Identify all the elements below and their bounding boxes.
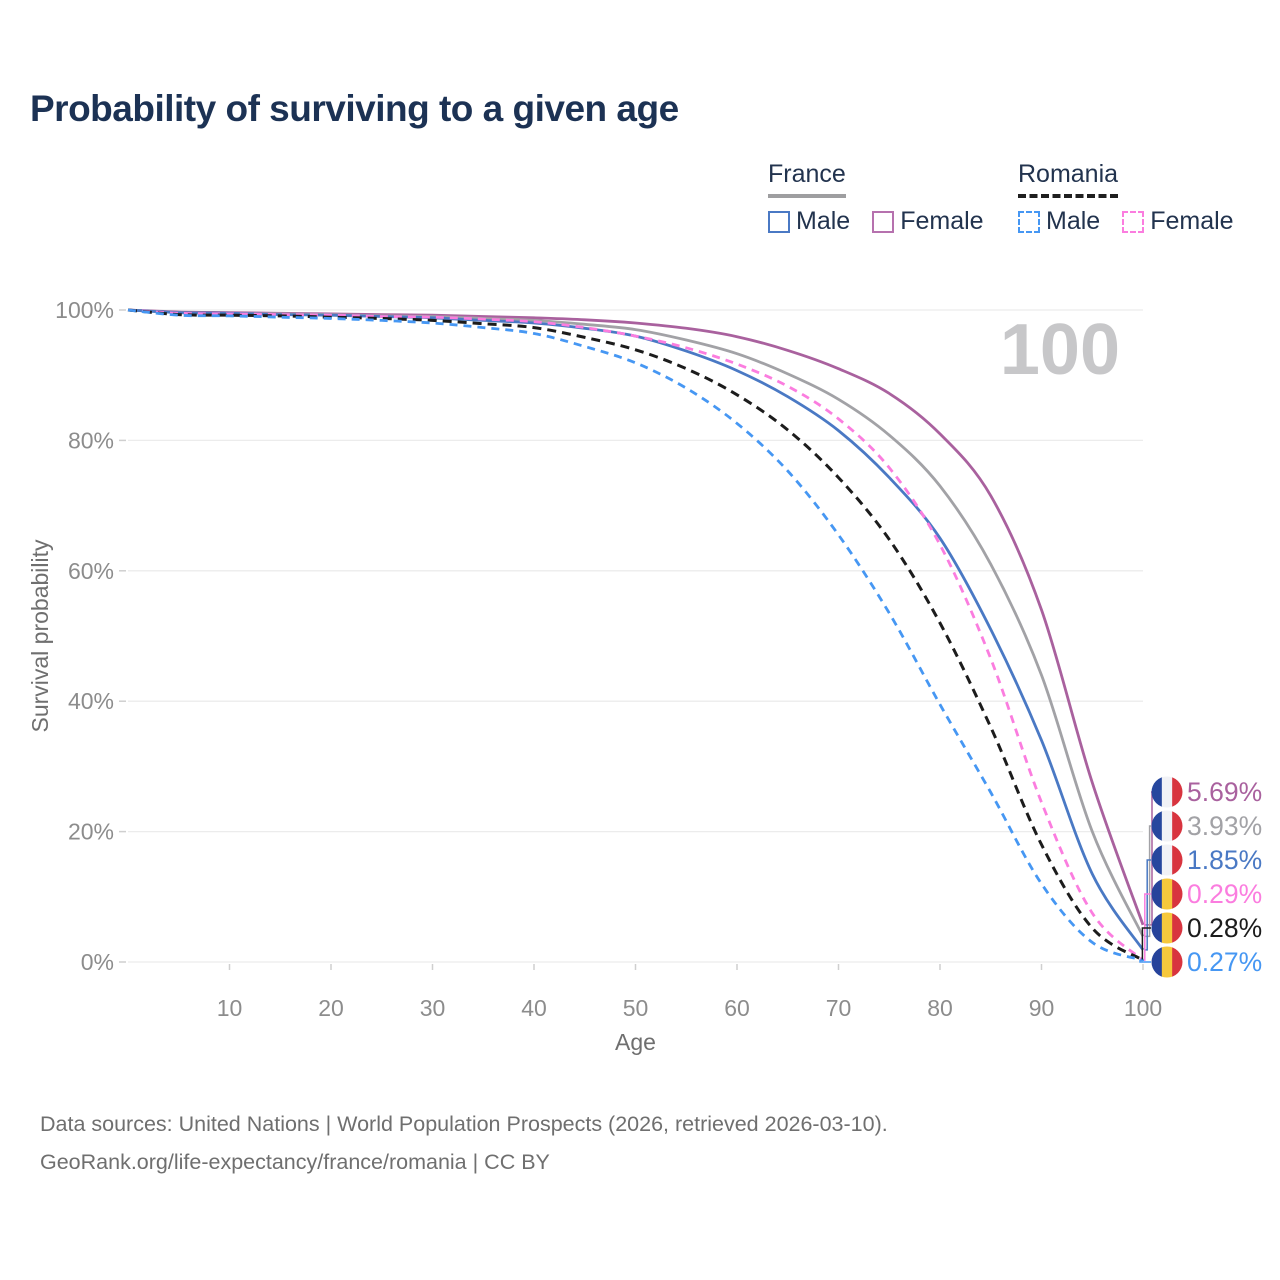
romania-flag-icon bbox=[1151, 946, 1183, 978]
end-value-label: 5.69% bbox=[1187, 777, 1262, 807]
curve-france-both-sexes[interactable] bbox=[127, 308, 1145, 938]
legend-item-france-male[interactable]: Male bbox=[768, 207, 850, 236]
page-title: Probability of surviving to a given age bbox=[30, 88, 679, 129]
footer-line-2: GeoRank.org/life-expectancy/france/roman… bbox=[40, 1150, 550, 1174]
legend-label: Female bbox=[900, 207, 984, 235]
curve-france-male[interactable] bbox=[127, 308, 1145, 951]
end-value-label: 3.93% bbox=[1187, 811, 1262, 841]
y-axis-title: Survival probability bbox=[27, 539, 53, 733]
label-connector bbox=[1144, 893, 1151, 961]
y-tick-label: 100% bbox=[55, 297, 114, 323]
legend-group-romania: Romania Male Female bbox=[1018, 160, 1234, 236]
legend-swatch-romania-male bbox=[1018, 210, 1040, 233]
x-tick-label: 90 bbox=[1029, 995, 1055, 1021]
data-source-footer: Data sources: United Nations | World Pop… bbox=[40, 1105, 888, 1181]
age-cursor-label: 100 bbox=[1000, 310, 1120, 390]
x-axis-title: Age bbox=[615, 1029, 656, 1055]
y-tick-label: 60% bbox=[68, 558, 114, 584]
y-tick-label: 40% bbox=[68, 688, 114, 714]
curve-romania-male[interactable] bbox=[127, 308, 1144, 962]
france-flag-icon bbox=[1151, 776, 1183, 808]
legend-group-france: France Male Female bbox=[768, 160, 984, 236]
x-tick-label: 60 bbox=[724, 995, 750, 1021]
france-flag-icon bbox=[1151, 810, 1183, 842]
curve-france-female[interactable] bbox=[127, 308, 1145, 926]
france-flag-icon bbox=[1151, 844, 1183, 876]
legend-header-romania: Romania bbox=[1018, 160, 1119, 198]
curve-romania-female[interactable] bbox=[127, 308, 1144, 962]
x-tick-label: 30 bbox=[420, 995, 446, 1021]
end-value-label: 0.27% bbox=[1187, 947, 1262, 977]
legend-swatch-france-male bbox=[768, 210, 790, 233]
x-tick-label: 50 bbox=[623, 995, 649, 1021]
x-tick-label: 20 bbox=[318, 995, 344, 1021]
y-tick-label: 20% bbox=[68, 819, 114, 845]
label-connector bbox=[1139, 959, 1151, 963]
x-tick-label: 70 bbox=[826, 995, 852, 1021]
x-tick-label: 10 bbox=[217, 995, 243, 1021]
romania-flag-icon bbox=[1151, 912, 1183, 944]
y-tick-label: 0% bbox=[81, 949, 114, 975]
romania-flag-icon bbox=[1151, 878, 1183, 910]
legend-item-france-female[interactable]: Female bbox=[872, 207, 984, 236]
end-value-label: 1.85% bbox=[1187, 845, 1262, 875]
x-tick-label: 100 bbox=[1124, 995, 1162, 1021]
legend-label: Male bbox=[1046, 207, 1101, 235]
legend-label: Female bbox=[1150, 207, 1234, 235]
footer-line-1: Data sources: United Nations | World Pop… bbox=[40, 1112, 888, 1136]
legend-swatch-romania-female bbox=[1122, 210, 1145, 233]
y-tick-label: 80% bbox=[68, 427, 114, 453]
curve-romania-both-sexes[interactable] bbox=[127, 308, 1144, 962]
end-value-label: 0.28% bbox=[1187, 913, 1262, 943]
end-value-label: 0.29% bbox=[1187, 879, 1262, 909]
legend-swatch-france-female bbox=[872, 210, 895, 233]
x-tick-label: 40 bbox=[521, 995, 547, 1021]
legend-item-romania-male[interactable]: Male bbox=[1018, 207, 1100, 236]
legend-item-romania-female[interactable]: Female bbox=[1122, 207, 1234, 236]
legend-label: Male bbox=[796, 207, 851, 235]
legend-header-france: France bbox=[768, 160, 846, 198]
x-tick-label: 80 bbox=[927, 995, 953, 1021]
label-connector bbox=[1144, 859, 1151, 951]
